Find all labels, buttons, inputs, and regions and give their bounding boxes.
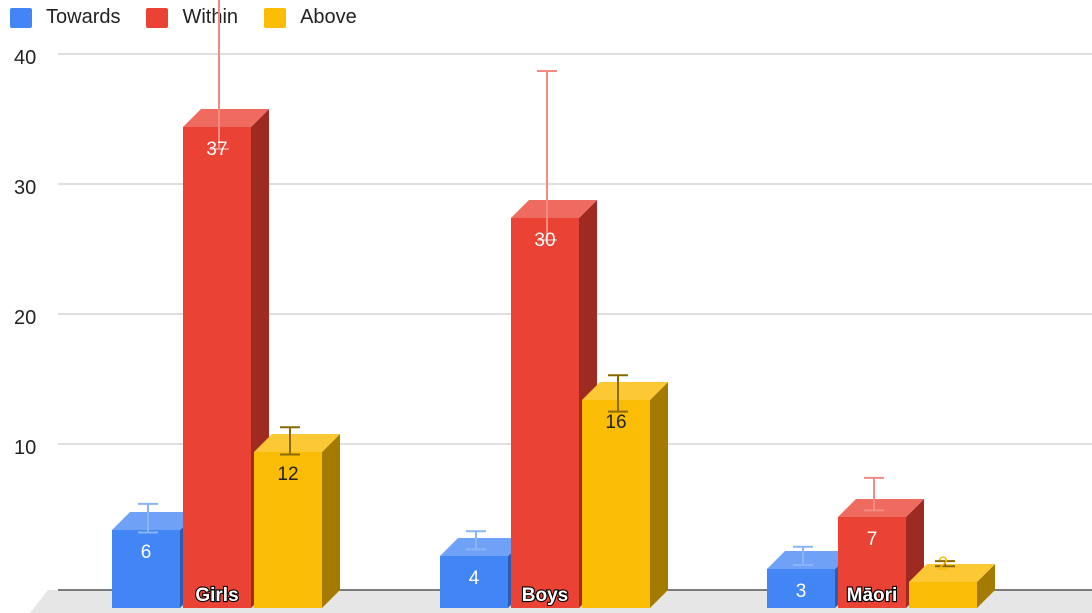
legend-label: Above: [300, 6, 357, 28]
data-label-towards-maori: 3: [796, 581, 807, 602]
bar-top-towards-girls: [112, 512, 198, 530]
legend-label: Towards: [46, 6, 121, 28]
bar-above-girls: [254, 452, 322, 608]
bar-side-above-boys: [650, 382, 668, 608]
data-label-above-boys: 16: [605, 412, 626, 433]
bar-top-within-maori: [838, 499, 924, 517]
bar-top-above-maori: [909, 564, 995, 582]
bar-towards-girls: [112, 530, 180, 608]
legend-swatch: [264, 7, 287, 28]
legend-swatch: [146, 7, 169, 28]
legend-item-above: Above: [264, 6, 357, 29]
bar-within-maori: [838, 517, 906, 608]
legend: Towards Within Above: [10, 6, 383, 29]
bar-within-boys: [511, 218, 579, 608]
legend-item-towards: Towards: [10, 6, 120, 29]
data-label-above-maori: 2: [938, 554, 949, 575]
bar-side-above-girls: [322, 434, 340, 608]
bar-top-above-boys: [582, 382, 668, 400]
category-label-boys: Boys: [522, 585, 568, 606]
bar-above-boys: [582, 400, 650, 608]
y-tick-label: 10: [14, 437, 36, 459]
bar-above-maori: [909, 582, 977, 608]
data-label-within-maori: 7: [867, 529, 878, 550]
legend-item-within: Within: [146, 6, 238, 29]
category-label-girls: Girls: [195, 585, 238, 606]
bar-towards-boys: [440, 556, 508, 608]
bar-top-within-boys: [511, 200, 597, 218]
bar-top-towards-maori: [767, 551, 853, 569]
bar-within-girls: [183, 127, 251, 608]
y-tick-label: 30: [14, 177, 36, 199]
category-label-maori: Māori: [847, 585, 898, 606]
bar-top-within-girls: [183, 109, 269, 127]
bar-side-above-maori: [977, 564, 995, 608]
data-label-towards-girls: 6: [141, 542, 152, 563]
data-label-within-boys: 30: [534, 230, 555, 251]
bar-towards-maori: [767, 569, 835, 608]
legend-swatch: [10, 7, 32, 28]
data-label-towards-boys: 4: [469, 568, 480, 589]
legend-label: Within: [182, 6, 239, 28]
y-tick-label: 20: [14, 307, 36, 329]
bar-top-towards-boys: [440, 538, 526, 556]
bar-top-above-girls: [254, 434, 340, 452]
data-label-within-girls: 37: [206, 139, 227, 160]
data-label-above-girls: 12: [277, 464, 298, 485]
y-tick-label: 40: [14, 47, 36, 69]
